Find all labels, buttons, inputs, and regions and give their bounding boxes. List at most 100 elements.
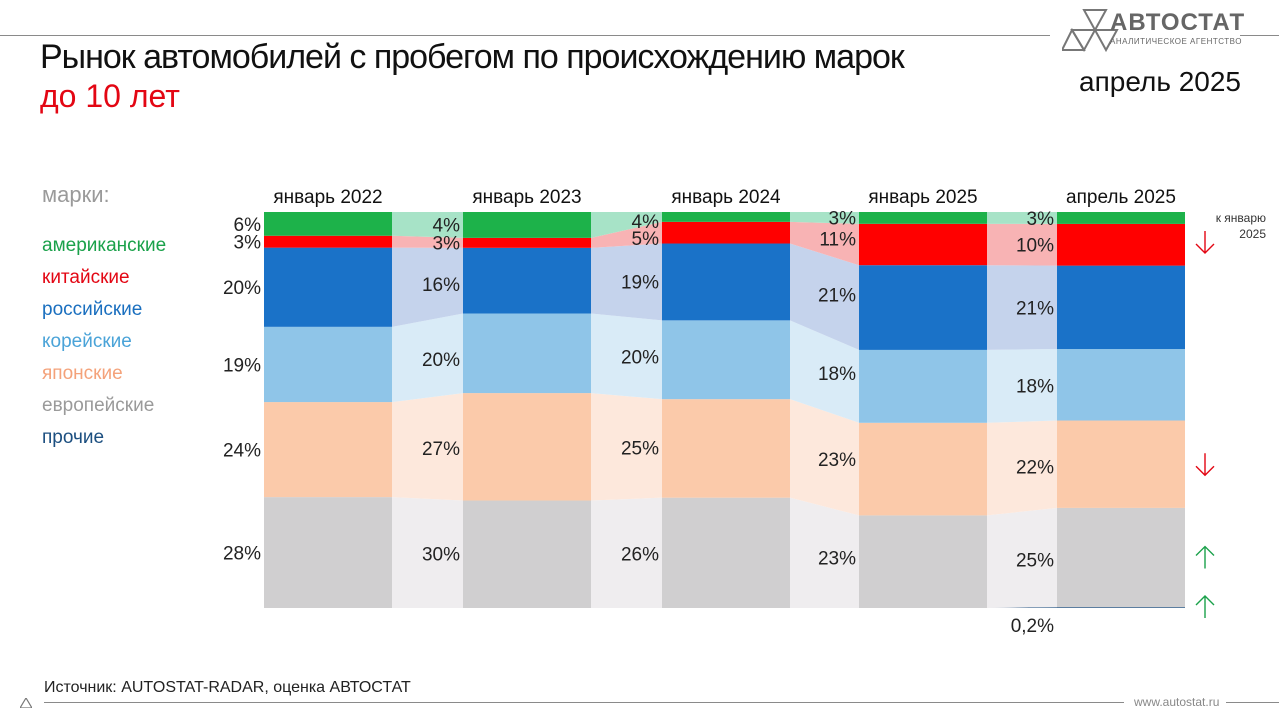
data-label: 20%: [223, 278, 261, 299]
logo-wordmark: АВТОСТАТ: [1110, 9, 1246, 36]
bar-segment: [859, 223, 987, 266]
legend-item-chinese: китайские: [42, 267, 130, 288]
bar-segment: [1057, 420, 1185, 508]
category-label: январь 2023: [472, 187, 581, 208]
data-label: 24%: [223, 441, 261, 462]
comparison-note: 2025: [1239, 227, 1266, 241]
band-1-0: [392, 497, 463, 608]
bar-segment: [463, 237, 591, 248]
band-1-1: [591, 497, 662, 608]
page-title: Рынок автомобилей с пробегом по происхож…: [40, 38, 905, 76]
legend-item-european: европейские: [42, 395, 155, 416]
data-label: 23%: [818, 450, 856, 471]
arrow-down-icon: [1195, 453, 1215, 477]
data-label: 0,2%: [1011, 616, 1054, 637]
data-label: 11%: [819, 230, 856, 251]
bar-segment: [662, 243, 790, 321]
bar-segment: [264, 326, 392, 403]
data-label: 18%: [818, 364, 856, 385]
legend-title: марки:: [42, 182, 110, 207]
data-label: 4%: [433, 215, 461, 236]
bar-segment: [463, 500, 591, 608]
data-label: 20%: [621, 348, 659, 369]
bar-segment: [662, 221, 790, 244]
bar-segment: [463, 247, 591, 314]
data-label: 23%: [818, 548, 856, 569]
bar-segment: [859, 515, 987, 608]
bottom-rule-right: [1226, 702, 1279, 703]
band-2-3: [987, 420, 1057, 516]
band-5-1: [591, 221, 662, 248]
data-label: 4%: [632, 212, 660, 233]
data-label: 18%: [1016, 377, 1054, 398]
bar-segment: [662, 212, 790, 222]
data-label: 3%: [829, 208, 857, 229]
category-label: апрель 2025: [1066, 187, 1176, 208]
data-label: 20%: [422, 350, 460, 371]
bar-segment: [264, 497, 392, 608]
bar-segment: [662, 399, 790, 498]
legend-item-russian: российские: [42, 299, 143, 320]
data-label: 19%: [621, 272, 659, 293]
bar-segment: [662, 320, 790, 400]
bar-segment: [1057, 212, 1185, 224]
bar-segment: [1057, 607, 1185, 608]
bar-segment: [859, 212, 987, 224]
arrow-up-icon: [1195, 545, 1215, 569]
data-label: 25%: [621, 439, 659, 460]
data-label: 30%: [422, 544, 460, 565]
data-label: 16%: [422, 275, 460, 296]
data-label: 21%: [818, 286, 856, 307]
data-label: 10%: [1016, 236, 1054, 257]
logo-tagline: АНАЛИТИЧЕСКОЕ АГЕНТСТВО: [1110, 37, 1242, 46]
band-6-3: [987, 212, 1057, 224]
category-label: январь 2025: [868, 187, 977, 208]
legend-item-japanese: японские: [42, 363, 123, 384]
band-6-1: [591, 212, 662, 238]
site-url: www.autostat.ru: [1134, 695, 1220, 709]
comparison-note: к январю: [1216, 211, 1266, 225]
corner-logo-icon: [20, 698, 32, 708]
report-period: апрель 2025: [1079, 66, 1241, 97]
data-label: 25%: [1016, 551, 1054, 572]
bar-segment: [264, 247, 392, 327]
legend-item-other: прочие: [42, 427, 105, 448]
legend-item-korean: корейские: [42, 331, 132, 352]
page-subtitle: до 10 лет: [40, 78, 180, 114]
data-label: 27%: [422, 439, 460, 460]
band-4-1: [591, 243, 662, 321]
bar-segment: [1057, 265, 1185, 350]
band-3-2: [790, 320, 859, 423]
data-label: 19%: [223, 355, 261, 376]
band-1-3: [987, 507, 1057, 608]
band-5-0: [392, 235, 463, 248]
category-label: январь 2022: [273, 187, 382, 208]
data-label: 3%: [1027, 209, 1055, 230]
category-label: январь 2024: [671, 187, 781, 208]
band-6-0: [392, 212, 463, 238]
band-1-2: [790, 497, 859, 608]
band-3-1: [591, 313, 662, 400]
data-label: 22%: [1016, 458, 1054, 479]
band-4-2: [790, 243, 859, 350]
source-note: Источник: AUTOSTAT-RADAR, оценка АВТОСТА…: [44, 679, 411, 696]
data-label: 21%: [1016, 298, 1054, 319]
data-label: 26%: [621, 545, 659, 566]
autostat-logo-icon: [1062, 9, 1119, 53]
data-label: 3%: [234, 233, 262, 254]
bar-segment: [463, 393, 591, 501]
data-label: 6%: [234, 215, 262, 236]
data-label: 5%: [632, 229, 660, 250]
top-rule-right: [1240, 35, 1279, 36]
band-0-3: [987, 607, 1057, 608]
band-4-0: [392, 247, 463, 327]
bar-segment: [1057, 507, 1185, 608]
band-2-0: [392, 393, 463, 501]
bar-segment: [264, 212, 392, 236]
band-4-3: [987, 265, 1057, 350]
bar-segment: [463, 313, 591, 394]
data-label: 28%: [223, 544, 261, 565]
arrow-down-icon: [1195, 231, 1215, 254]
bar-segment: [859, 422, 987, 516]
